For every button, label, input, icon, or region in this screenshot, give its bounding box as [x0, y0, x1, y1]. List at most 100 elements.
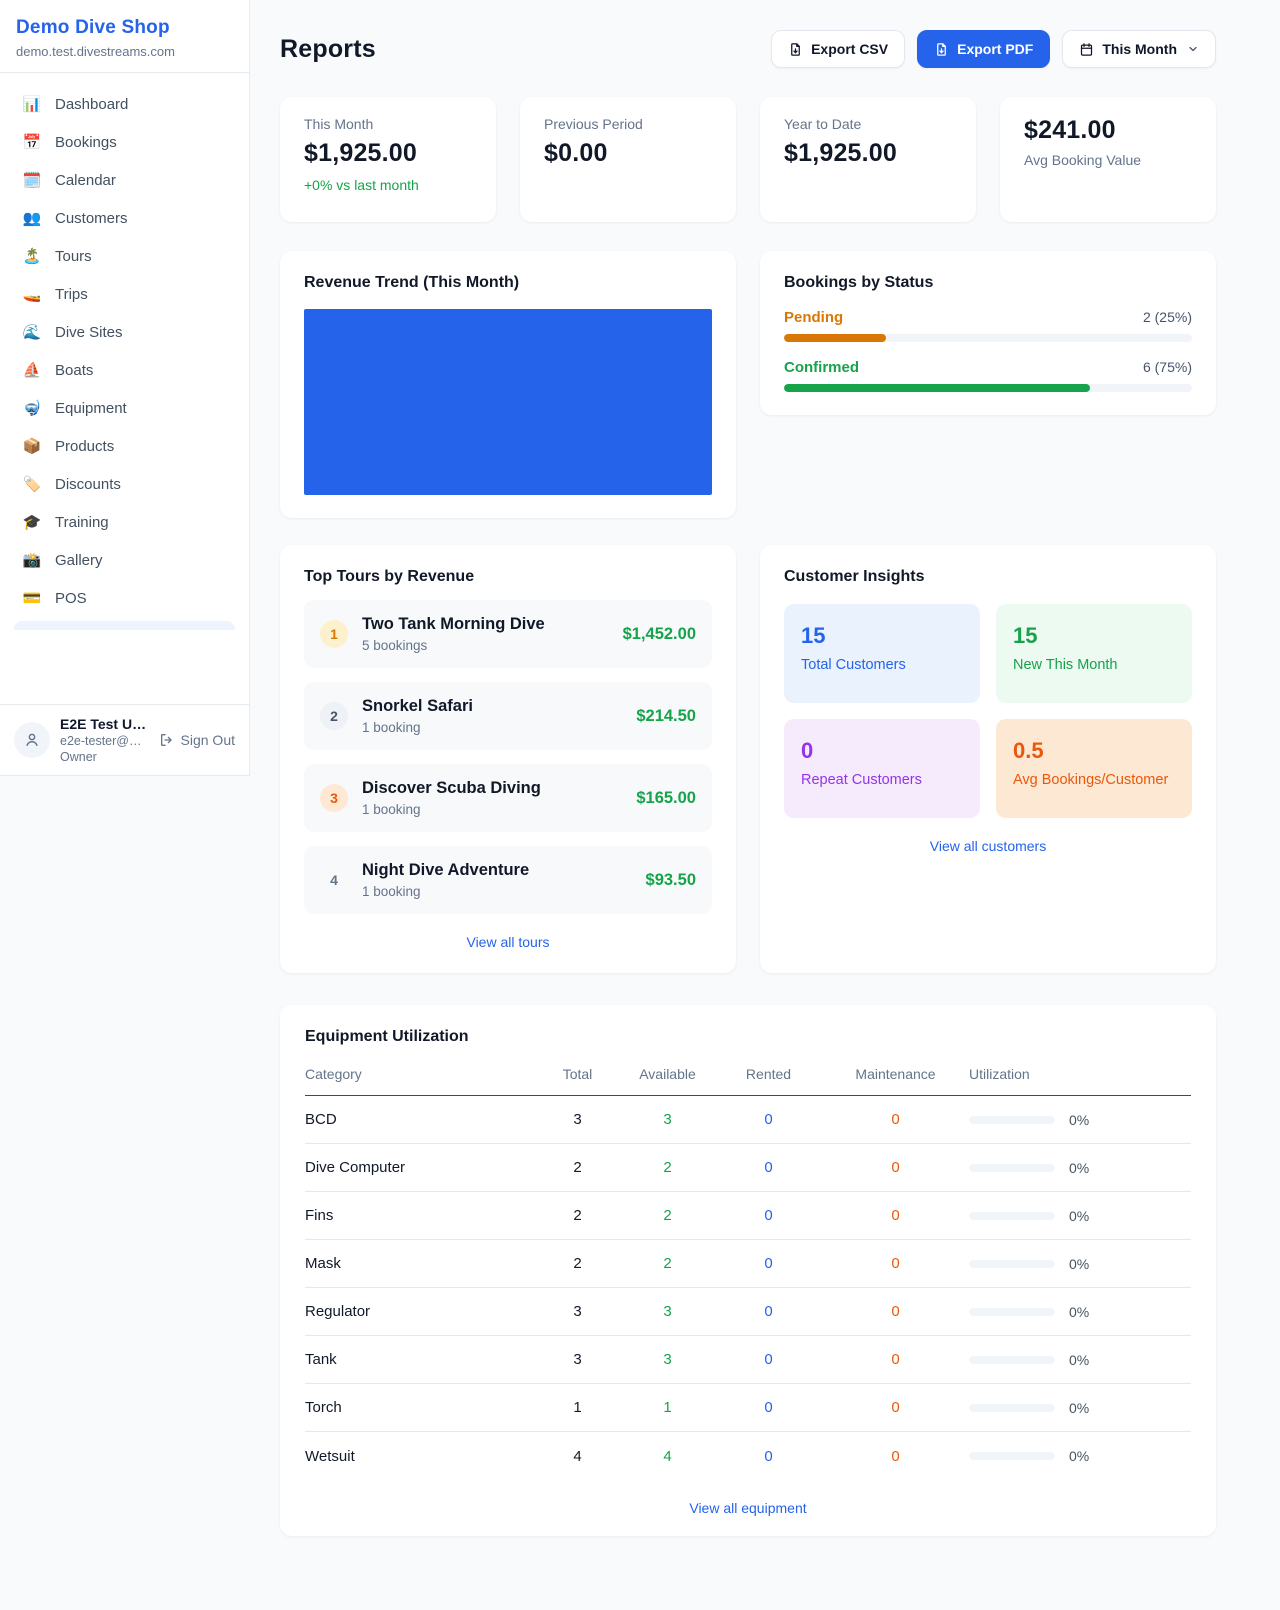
stat-card-avg-booking-value: $241.00 Avg Booking Value	[1000, 97, 1216, 222]
sidebar-item-pos[interactable]: 💳 POS	[12, 579, 237, 617]
sidebar-item-label: Dashboard	[55, 95, 129, 113]
equipment-total: 2	[573, 1207, 582, 1224]
equipment-utilization: 0%	[969, 1448, 1191, 1464]
insight-value: 0	[801, 738, 814, 763]
user-role: Owner	[60, 750, 97, 764]
status-row-pending: Pending 2 (25%)	[784, 309, 1192, 342]
revenue-trend-chart	[304, 309, 712, 495]
equipment-rented: 0	[764, 1399, 773, 1416]
sidebar-item-boats[interactable]: ⛵ Boats	[12, 351, 237, 389]
user-email: e2e-tester@…	[60, 734, 142, 748]
sidebar-item-label: Discounts	[55, 475, 121, 493]
utilization-bar	[969, 1403, 1055, 1412]
equipment-utilization-card: Equipment Utilization Category Total Ava…	[280, 1005, 1216, 1536]
diving-mask-icon: 🤿	[22, 400, 42, 417]
revenue-trend-title: Revenue Trend (This Month)	[304, 274, 520, 291]
page-header: Reports Export CSV Export PDF	[280, 30, 1216, 68]
equipment-rented: 0	[764, 1303, 773, 1320]
status-count: 2 (25%)	[1142, 309, 1192, 325]
sidebar-nav: 📊 Dashboard 📅 Bookings 🗓️ Calendar 👥 Cus…	[0, 73, 249, 630]
tour-name: Snorkel Safari	[362, 697, 473, 715]
column-header-category: Category	[305, 1066, 362, 1082]
sidebar-item-dive-sites[interactable]: 🌊 Dive Sites	[12, 313, 237, 351]
equipment-total: 2	[573, 1159, 582, 1176]
equipment-total: 3	[573, 1351, 582, 1368]
table-row: Regulator 3 3 0 0 0%	[305, 1288, 1191, 1336]
insight-avg-bookings-customer: 0.5 Avg Bookings/Customer	[996, 719, 1192, 818]
stat-label: Previous Period	[544, 116, 643, 132]
tour-name: Two Tank Morning Dive	[362, 615, 545, 633]
view-all-tours-link[interactable]: View all tours	[466, 934, 550, 950]
equipment-available: 2	[663, 1255, 672, 1272]
table-row: BCD 3 3 0 0 0%	[305, 1096, 1191, 1144]
equipment-utilization: 0%	[969, 1208, 1191, 1224]
equipment-available: 3	[663, 1303, 672, 1320]
equipment-category: Regulator	[305, 1303, 371, 1320]
export-csv-button[interactable]: Export CSV	[771, 30, 906, 68]
tour-row: 1 Two Tank Morning Dive 5 bookings $1,45…	[304, 600, 712, 668]
tour-revenue: $214.50	[636, 706, 696, 725]
header-actions: Export CSV Export PDF This Month	[771, 30, 1216, 68]
table-row: Torch 1 1 0 0 0%	[305, 1384, 1191, 1432]
utilization-bar	[969, 1259, 1055, 1268]
equipment-category: Wetsuit	[305, 1447, 355, 1465]
view-all-equipment-link[interactable]: View all equipment	[689, 1500, 807, 1516]
customer-insights-title: Customer Insights	[784, 568, 925, 585]
table-row: Wetsuit 4 4 0 0 0%	[305, 1432, 1191, 1480]
equipment-available: 3	[663, 1111, 672, 1128]
equipment-available: 2	[663, 1159, 672, 1176]
tour-bookings: 5 bookings	[362, 638, 428, 653]
sidebar-item-tours[interactable]: 🏝️ Tours	[12, 237, 237, 275]
insight-label: Repeat Customers	[801, 772, 922, 788]
sign-out-button[interactable]: Sign Out	[159, 732, 235, 748]
equipment-utilization: 0%	[969, 1304, 1191, 1320]
insight-value: 0.5	[1013, 738, 1044, 763]
sidebar-item-label: POS	[55, 589, 87, 607]
equipment-rented: 0	[764, 1351, 773, 1368]
sidebar-item-bookings[interactable]: 📅 Bookings	[12, 123, 237, 161]
equipment-maintenance: 0	[891, 1111, 900, 1128]
equipment-total: 3	[573, 1303, 582, 1320]
sidebar-item-calendar[interactable]: 🗓️ Calendar	[12, 161, 237, 199]
stat-value: $0.00	[544, 139, 608, 167]
period-dropdown[interactable]: This Month	[1062, 30, 1216, 68]
sidebar-item-trips[interactable]: 🚤 Trips	[12, 275, 237, 313]
sidebar-item-equipment[interactable]: 🤿 Equipment	[12, 389, 237, 427]
sidebar-item-discounts[interactable]: 🏷️ Discounts	[12, 465, 237, 503]
stat-label: Year to Date	[784, 116, 862, 132]
tour-name: Night Dive Adventure	[362, 861, 530, 879]
utilization-percent: 0%	[1069, 1448, 1090, 1464]
equipment-utilization: 0%	[969, 1400, 1191, 1416]
sidebar-item-products[interactable]: 📦 Products	[12, 427, 237, 465]
sidebar-item-label: Training	[55, 513, 109, 531]
user-meta: E2E Test U… e2e-tester@… Owner	[60, 716, 149, 764]
equipment-utilization: 0%	[969, 1256, 1191, 1272]
utilization-percent: 0%	[1069, 1303, 1090, 1320]
sidebar-item-reports-active-partial[interactable]	[14, 621, 235, 630]
sidebar-item-gallery[interactable]: 📸 Gallery	[12, 541, 237, 579]
equipment-table-body: BCD 3 3 0 0 0% Dive Computer 2 2	[305, 1096, 1191, 1480]
chevron-down-icon	[1189, 46, 1197, 52]
equipment-maintenance: 0	[891, 1255, 900, 1272]
equipment-category: Dive Computer	[305, 1159, 406, 1176]
sidebar-item-dashboard[interactable]: 📊 Dashboard	[12, 85, 237, 123]
table-row: Dive Computer 2 2 0 0 0%	[305, 1144, 1191, 1192]
graduation-cap-icon: 🎓	[22, 514, 42, 531]
column-header-utilization: Utilization	[969, 1066, 1030, 1082]
bookings-by-status-card: Bookings by Status Pending 2 (25%) Confi…	[760, 251, 1216, 415]
customer-insights-card: Customer Insights 15 Total Customers 15 …	[760, 545, 1216, 973]
sidebar-item-training[interactable]: 🎓 Training	[12, 503, 237, 541]
export-pdf-button[interactable]: Export PDF	[917, 30, 1051, 68]
people-icon: 👥	[22, 210, 42, 227]
view-all-customers-link[interactable]: View all customers	[929, 838, 1047, 854]
sidebar-item-customers[interactable]: 👥 Customers	[12, 199, 237, 237]
period-label: This Month	[1102, 41, 1177, 57]
rank-badge: 1	[320, 620, 348, 648]
status-bar-fill	[784, 334, 886, 342]
equipment-utilization: 0%	[969, 1112, 1191, 1128]
equipment-category: Torch	[305, 1399, 342, 1416]
rank-badge: 3	[320, 784, 348, 812]
tour-bookings: 1 booking	[362, 802, 421, 817]
credit-card-icon: 💳	[22, 590, 42, 607]
status-label: Pending	[784, 309, 844, 326]
